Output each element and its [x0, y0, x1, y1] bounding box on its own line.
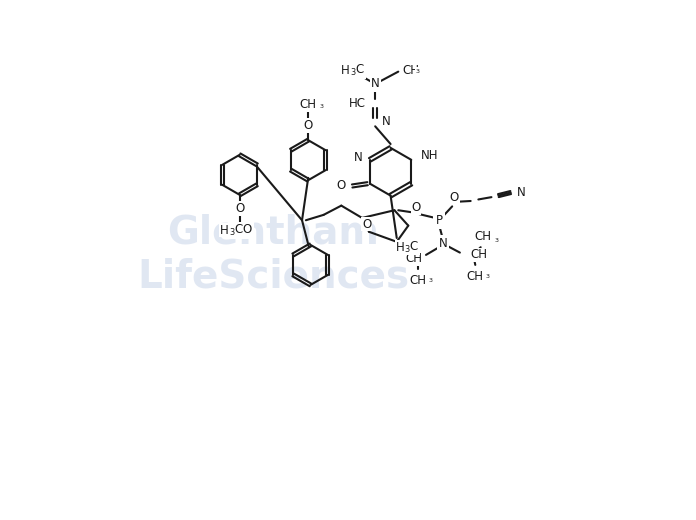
Text: $_3$: $_3$	[416, 67, 421, 76]
Text: CH: CH	[410, 274, 427, 287]
Text: O: O	[235, 202, 244, 215]
Text: $_3$C: $_3$C	[404, 240, 420, 255]
Text: CH: CH	[470, 249, 487, 262]
Text: HC: HC	[349, 97, 366, 110]
Text: N: N	[371, 77, 379, 90]
Text: O: O	[303, 119, 313, 132]
Text: H: H	[396, 241, 404, 254]
Text: $_3$: $_3$	[485, 272, 491, 281]
Text: CH: CH	[475, 230, 491, 243]
Text: N: N	[382, 115, 391, 128]
Text: Glentham
LifeSciences: Glentham LifeSciences	[138, 214, 410, 296]
Text: O: O	[336, 179, 345, 192]
Text: CH: CH	[300, 98, 317, 111]
Text: $_3$CO: $_3$CO	[229, 223, 253, 238]
Text: H: H	[220, 224, 229, 237]
Text: CH: CH	[405, 252, 422, 265]
Text: CH: CH	[402, 64, 419, 77]
Text: $_3$: $_3$	[428, 276, 434, 284]
Text: NH: NH	[421, 149, 438, 162]
Text: O: O	[362, 217, 372, 230]
Text: H: H	[341, 64, 350, 77]
Text: P: P	[436, 214, 443, 227]
Text: N: N	[354, 151, 362, 164]
Text: CH: CH	[467, 270, 484, 283]
Text: $_3$: $_3$	[319, 102, 324, 111]
Text: $_3$C: $_3$C	[350, 63, 365, 79]
Text: O: O	[450, 191, 459, 204]
Text: $_3$: $_3$	[493, 236, 499, 245]
Text: N: N	[517, 186, 525, 199]
Text: O: O	[411, 201, 420, 214]
Text: N: N	[438, 237, 448, 250]
